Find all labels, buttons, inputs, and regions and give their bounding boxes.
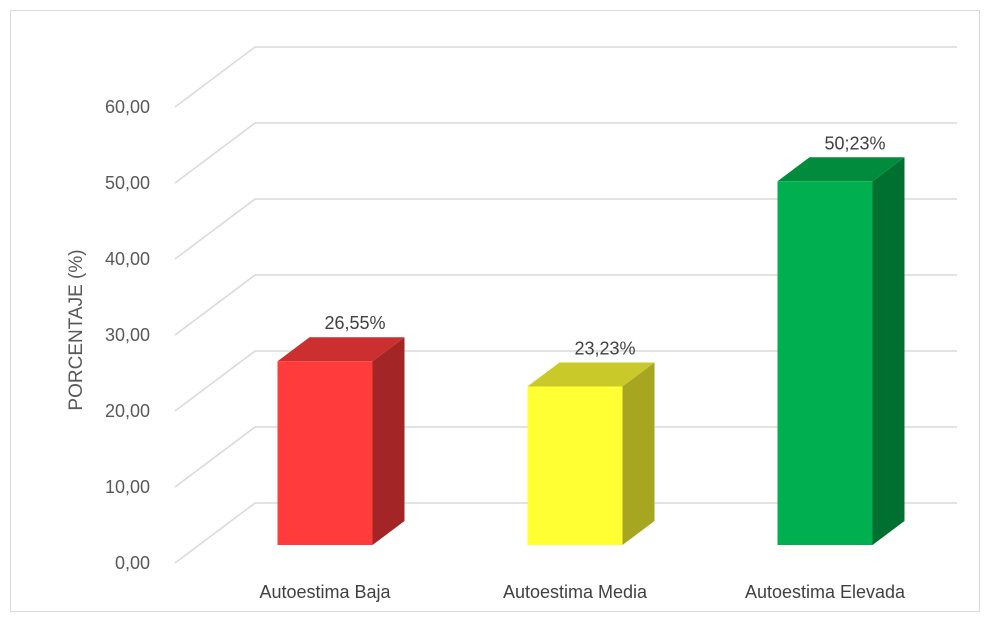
bar: [277, 361, 373, 545]
data-labels: 26,55% 23,23% 50;23%: [324, 133, 885, 358]
bar-top: [277, 337, 405, 362]
gridline-diagonal: [174, 426, 256, 488]
bar-top: [527, 362, 655, 387]
y-tick-label: 30,00: [105, 325, 150, 345]
bar: [527, 386, 623, 545]
gridline-diagonal: [174, 46, 256, 108]
gridline-diagonal: [174, 198, 256, 260]
y-tick-label: 60,00: [105, 97, 150, 117]
y-tick-label: 0,00: [115, 553, 150, 573]
x-tick-label: Autoestima Media: [503, 582, 648, 602]
y-tick-label: 10,00: [105, 477, 150, 497]
x-tick-label: Autoestima Baja: [259, 582, 391, 602]
bars: [277, 157, 905, 545]
data-label: 26,55%: [324, 313, 385, 333]
y-tick-label: 40,00: [105, 249, 150, 269]
gridline-diagonal: [174, 350, 256, 412]
bar: [777, 181, 873, 545]
gridline-diagonal: [174, 274, 256, 336]
gridline-diagonal: [174, 502, 256, 564]
y-tick-label: 20,00: [105, 401, 150, 421]
bar-top: [777, 157, 905, 182]
bar-side: [622, 362, 655, 545]
bar-side: [372, 337, 405, 545]
data-label: 50;23%: [824, 133, 885, 153]
y-axis-ticks: 0,00 10,00 20,00 30,00 40,00 50,00 60,00: [105, 97, 150, 573]
y-axis-title: PORCENTAJE (%): [66, 249, 87, 410]
x-axis-categories: Autoestima Baja Autoestima Media Autoestim…: [259, 582, 906, 602]
gridline-diagonal: [174, 122, 256, 184]
bar-side: [872, 157, 905, 545]
x-tick-label: Autoestima Elevada: [745, 582, 906, 602]
data-label: 23,23%: [574, 338, 635, 358]
y-tick-label: 50,00: [105, 173, 150, 193]
